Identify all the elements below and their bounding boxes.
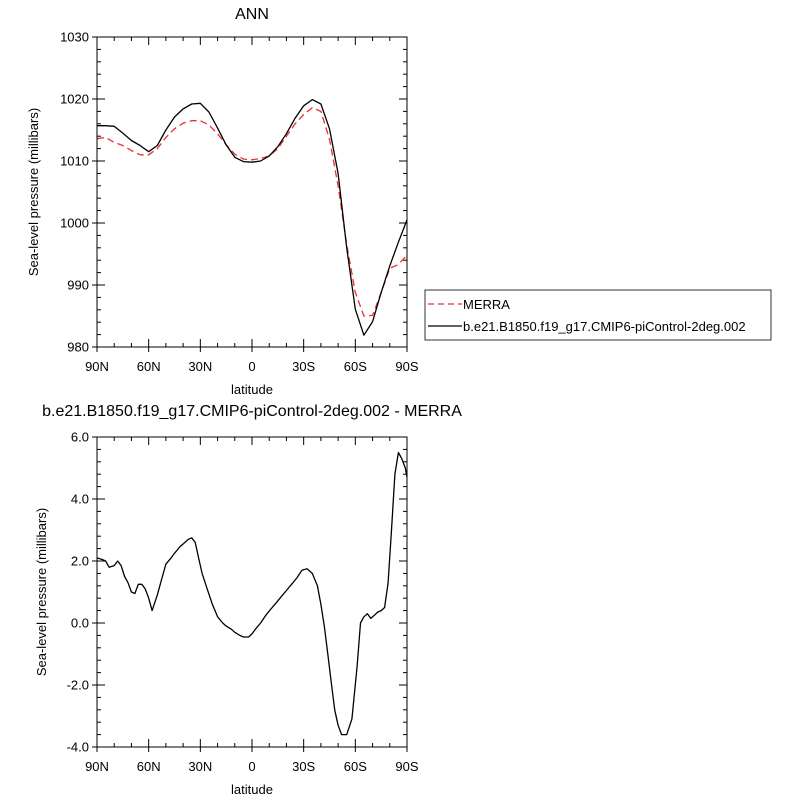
bottom-plot-frame <box>96 436 408 748</box>
bottom-chart-title: b.e21.B1850.f19_g17.CMIP6-piControl-2deg… <box>42 403 462 420</box>
bottom-x-tick-label: 30N <box>188 759 212 774</box>
top-tick-marks <box>92 36 408 352</box>
bottom-tick-marks <box>92 436 408 752</box>
bottom-panel: b.e21.B1850.f19_g17.CMIP6-piControl-2deg… <box>34 403 462 797</box>
bottom-y-tick-label: 0.0 <box>71 616 89 631</box>
top-series-lines <box>96 98 408 336</box>
top-x-tick-label: 30S <box>292 359 315 374</box>
bottom-x-tick-labels: 90N 60N 30N 0 30S 60S 90S <box>85 759 419 774</box>
top-plot-frame <box>96 36 408 348</box>
bottom-series-line-difference <box>96 451 408 736</box>
top-y-axis-label: Sea-level pressure (millibars) <box>26 108 41 276</box>
bottom-y-tick-label: 4.0 <box>71 492 89 507</box>
top-x-tick-label: 90N <box>85 359 109 374</box>
legend-label-merra: MERRA <box>463 297 510 312</box>
bottom-y-tick-label: -2.0 <box>67 678 89 693</box>
top-series-line-b-e21-b1850-f19-g17-cmip6-picontrol-2deg-002 <box>97 98 408 336</box>
top-x-tick-label: 60S <box>344 359 367 374</box>
top-x-tick-label: 60N <box>137 359 161 374</box>
top-panel: ANN 980 990 1000 1010 1020 1030 90N 60N 30N 0 30S… <box>26 6 419 397</box>
top-chart-title: ANN <box>235 6 269 23</box>
legend: MERRA b.e21.B1850.f19_g17.CMIP6-piContro… <box>424 289 772 341</box>
top-x-axis-label: latitude <box>231 382 273 397</box>
legend-label-model: b.e21.B1850.f19_g17.CMIP6-piControl-2deg… <box>463 319 746 334</box>
top-series-line-merra <box>96 107 408 317</box>
bottom-x-tick-label: 30S <box>292 759 315 774</box>
bottom-y-tick-label: 6.0 <box>71 430 89 445</box>
top-y-tick-label: 990 <box>67 278 89 293</box>
top-y-tick-label: 1020 <box>60 92 89 107</box>
bottom-x-tick-label: 0 <box>248 759 255 774</box>
top-y-tick-label: 1030 <box>60 30 89 45</box>
top-x-tick-label: 90S <box>395 359 418 374</box>
bottom-y-tick-labels: -4.0 -2.0 0.0 2.0 4.0 6.0 <box>67 430 89 755</box>
bottom-series-lines <box>96 451 408 736</box>
top-y-tick-labels: 980 990 1000 1010 1020 1030 <box>60 30 89 355</box>
bottom-y-axis-label: Sea-level pressure (millibars) <box>34 508 49 676</box>
bottom-x-tick-label: 90S <box>395 759 418 774</box>
top-x-tick-label: 0 <box>248 359 255 374</box>
top-x-tick-label: 30N <box>188 359 212 374</box>
bottom-x-tick-label: 60S <box>344 759 367 774</box>
bottom-x-tick-label: 60N <box>137 759 161 774</box>
bottom-x-tick-label: 90N <box>85 759 109 774</box>
bottom-y-tick-label: 2.0 <box>71 554 89 569</box>
top-y-tick-label: 980 <box>67 340 89 355</box>
top-x-tick-labels: 90N 60N 30N 0 30S 60S 90S <box>85 359 419 374</box>
bottom-y-tick-label: -4.0 <box>67 740 89 755</box>
legend-box <box>424 289 772 341</box>
bottom-x-axis-label: latitude <box>231 782 273 797</box>
top-y-tick-label: 1010 <box>60 154 89 169</box>
top-y-tick-label: 1000 <box>60 216 89 231</box>
